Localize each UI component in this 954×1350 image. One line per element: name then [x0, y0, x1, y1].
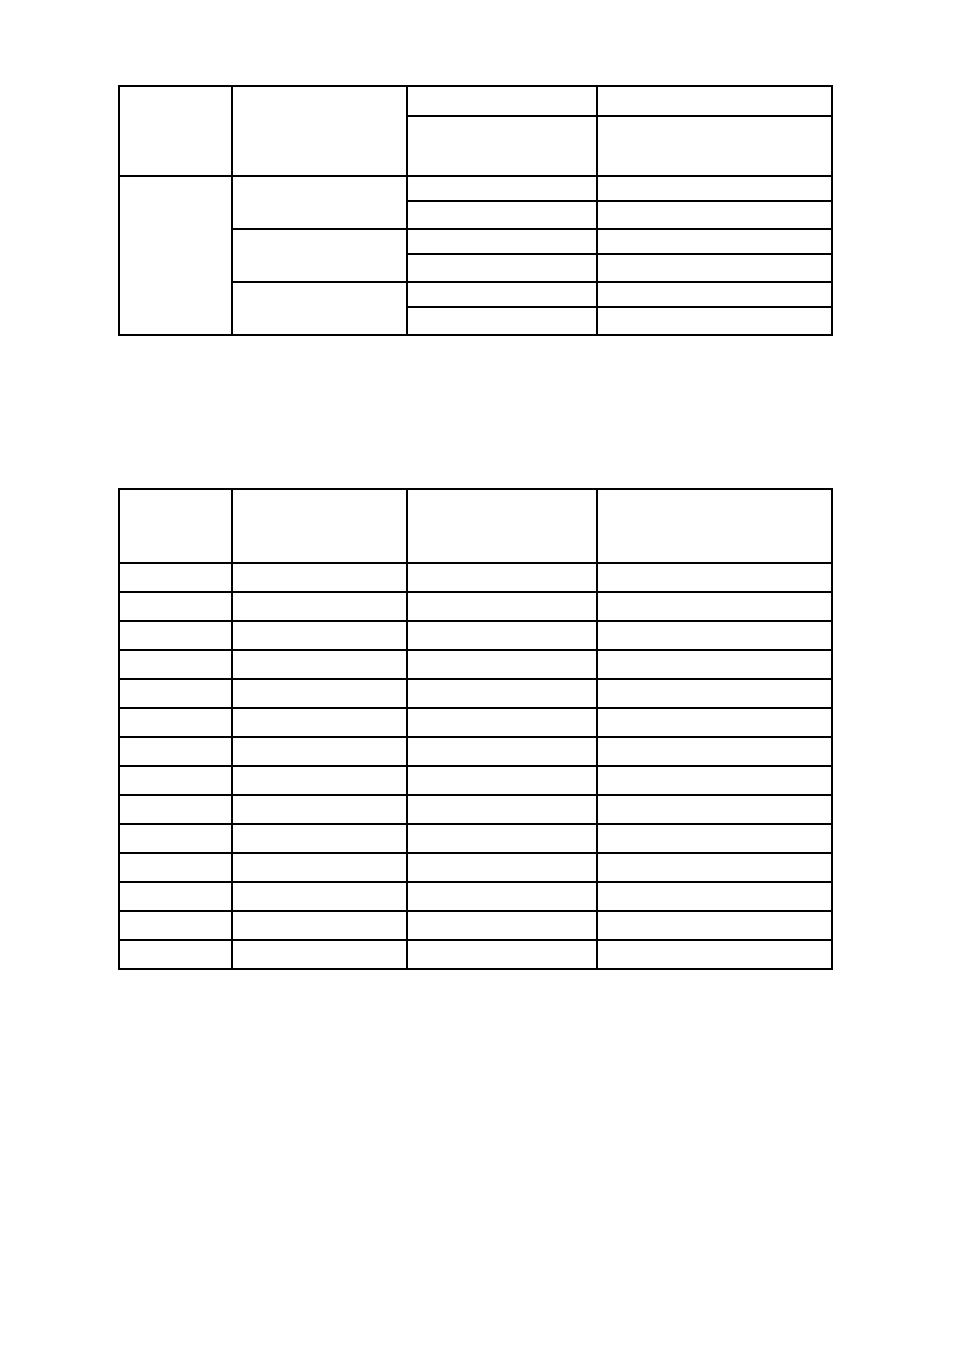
table-cell [597, 708, 832, 737]
table-cell [407, 254, 597, 282]
table-cell [407, 679, 597, 708]
table-cell [407, 737, 597, 766]
table-cell [407, 708, 597, 737]
table-cell [232, 911, 407, 940]
table-cell [232, 650, 407, 679]
table-cell [597, 229, 832, 254]
table-cell [232, 824, 407, 853]
table-cell [119, 592, 232, 621]
table-cell [597, 254, 832, 282]
table-cell [232, 489, 407, 563]
table-cell [597, 766, 832, 795]
table-cell [232, 563, 407, 592]
table-cell [232, 176, 407, 229]
table-cell [597, 911, 832, 940]
table-cell [232, 621, 407, 650]
table-cell [232, 795, 407, 824]
table-cell [119, 795, 232, 824]
table-cell [597, 116, 832, 176]
table-cell [407, 824, 597, 853]
table-cell [119, 621, 232, 650]
table-cell [407, 307, 597, 335]
table-cell [232, 229, 407, 282]
table-cell [119, 940, 232, 969]
table-cell [597, 563, 832, 592]
table-cell [119, 824, 232, 853]
table-cell [597, 737, 832, 766]
table-cell [119, 708, 232, 737]
table-cell [597, 882, 832, 911]
table-cell [407, 766, 597, 795]
table-cell [119, 489, 232, 563]
table-cell [597, 201, 832, 229]
table-cell [407, 882, 597, 911]
table-cell [232, 766, 407, 795]
table-cell [407, 621, 597, 650]
table-cell [597, 621, 832, 650]
table-cell [407, 86, 597, 116]
table-cell [597, 679, 832, 708]
table-cell [119, 86, 232, 176]
table-cell [119, 679, 232, 708]
table-cell [597, 940, 832, 969]
table-cell [119, 563, 232, 592]
table-cell [407, 853, 597, 882]
table-cell [597, 489, 832, 563]
table-cell [407, 176, 597, 201]
table-cell [232, 853, 407, 882]
table-cell [119, 766, 232, 795]
table-cell [407, 795, 597, 824]
table-cell [232, 708, 407, 737]
table-cell [407, 592, 597, 621]
table-cell [407, 911, 597, 940]
table-1 [118, 85, 833, 336]
table-cell [119, 650, 232, 679]
table-cell [597, 592, 832, 621]
table-cell [119, 853, 232, 882]
table-cell [407, 563, 597, 592]
table-cell [407, 201, 597, 229]
table-cell [407, 489, 597, 563]
table-cell [119, 882, 232, 911]
table-cell [232, 940, 407, 969]
page [0, 0, 954, 1350]
table-cell [407, 229, 597, 254]
table-cell [597, 176, 832, 201]
table-cell [232, 592, 407, 621]
table-2 [118, 488, 833, 970]
table-cell [232, 282, 407, 335]
table-cell [119, 176, 232, 335]
table-cell [407, 116, 597, 176]
table-cell [119, 737, 232, 766]
table-cell [597, 86, 832, 116]
table-cell [597, 853, 832, 882]
table-cell [232, 737, 407, 766]
table-cell [407, 940, 597, 969]
table-cell [232, 679, 407, 708]
table-cell [597, 795, 832, 824]
table-cell [407, 282, 597, 307]
table-cell [597, 824, 832, 853]
table-cell [232, 882, 407, 911]
table-cell [597, 650, 832, 679]
table-cell [119, 911, 232, 940]
table-cell [597, 307, 832, 335]
table-cell [232, 86, 407, 176]
table-cell [597, 282, 832, 307]
table-cell [407, 650, 597, 679]
